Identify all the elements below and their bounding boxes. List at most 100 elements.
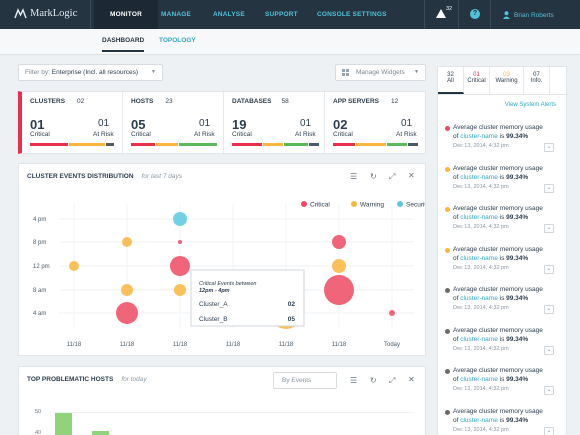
chevron-down-icon[interactable]: ⌄ [544, 386, 554, 395]
stat-risk-caption: At Risk [194, 131, 215, 138]
marklogic-logo[interactable]: MarkLogic [14, 8, 77, 19]
cluster-name-link[interactable]: cluster-name [460, 376, 498, 383]
stat-risk-value: 01 [300, 118, 312, 129]
cluster-name-link[interactable]: cluster-name [460, 416, 498, 424]
chevron-down-icon[interactable]: ⌄ [544, 264, 554, 274]
manage-widgets-label: Manage Widgets [356, 69, 405, 76]
chevron-down-icon[interactable]: ⌄ [544, 305, 554, 314]
y-tick: 40 [35, 430, 42, 435]
manage-widgets-button[interactable]: Manage Widgets ▼ [335, 64, 426, 81]
chevron-down-icon[interactable]: ⌄ [544, 224, 554, 233]
expand-icon[interactable]: ⤢ [389, 172, 396, 181]
stat-databases[interactable]: DATABASES 58 19 01 Critical At Risk [224, 92, 324, 155]
tab-topology[interactable]: TOPOLOGY [159, 37, 196, 44]
user-menu[interactable]: Brian Roberts [503, 11, 554, 19]
stat-critical-caption: Critical [232, 131, 252, 138]
legend-label: Security [406, 202, 425, 209]
tab-count: 01 [473, 72, 480, 78]
expand-icon[interactable]: ⤢ [389, 376, 396, 385]
bubble-point [69, 261, 79, 271]
tab-all[interactable]: 32 All [438, 67, 464, 94]
filter-label: Filter by: [25, 69, 50, 76]
y-tick-label: 4 am [33, 311, 46, 317]
nav-console-settings[interactable]: CONSOLE SETTINGS [317, 11, 387, 18]
stat-bar [232, 143, 319, 146]
tab-count: 03 [503, 72, 510, 78]
bubble-point [170, 256, 190, 276]
legend-swatch [397, 201, 403, 207]
stat-critical-value: 02 [333, 117, 348, 132]
cluster-name-link[interactable]: cluster-name [460, 335, 498, 343]
alert-text: Average cluster memory usage of cluster-… [453, 367, 543, 383]
refresh-icon[interactable]: ↻ [370, 376, 377, 385]
alert-severity-dot [445, 409, 450, 415]
close-icon[interactable]: ✕ [408, 375, 415, 384]
tooltip-row-value: 05 [288, 316, 296, 323]
cluster-name-link[interactable]: cluster-name [460, 173, 498, 181]
tab-dashboard[interactable]: DASHBOARD [102, 37, 145, 52]
alert-severity-dot [445, 369, 450, 374]
stat-critical-value: 19 [232, 117, 247, 132]
stat-bar [30, 143, 114, 146]
events-scatter-chart: 4 pm 8 pm 12 pm 8 am 4 am 11/18 11/18 11/18 11/1… [33, 201, 425, 348]
tooltip-row-value: 02 [288, 301, 296, 308]
stat-hosts[interactable]: HOSTS 23 05 01 Critical At Risk [123, 92, 223, 155]
stat-app-servers[interactable]: APP SERVERS 12 02 01 Critical At Risk [325, 92, 425, 155]
view-system-alerts-link[interactable]: View System Alerts [504, 102, 556, 108]
stat-critical-caption: Critical [333, 131, 353, 138]
grid-icon [342, 69, 349, 76]
chevron-down-icon[interactable]: ⌄ [544, 426, 554, 435]
alert-date: Dec 13, 2014, 4:32 pm [453, 183, 509, 190]
legend-swatch [301, 201, 307, 207]
alert-count: 32 [446, 6, 453, 12]
stat-clusters[interactable]: CLUSTERS 02 01 01 Critical At Risk [22, 92, 122, 155]
cluster-name-link[interactable]: cluster-name [460, 214, 498, 221]
logo-text: MarkLogic [30, 8, 78, 19]
alert-date: Dec 13, 2014, 4:32 pm [453, 224, 509, 230]
chevron-down-icon[interactable]: ⌄ [544, 183, 554, 193]
alert-triangle-icon[interactable] [436, 9, 446, 18]
tab-info[interactable]: 07 Info. [524, 67, 550, 94]
legend-label: Warning [360, 202, 384, 209]
tab-warning[interactable]: 03 Warning [490, 67, 524, 94]
chevron-down-icon[interactable]: ⌄ [544, 345, 554, 355]
stat-label: DATABASES [232, 98, 272, 105]
alert-value: 99.34% [506, 416, 529, 424]
stat-label: CLUSTERS [30, 98, 66, 105]
stat-count: 02 [77, 98, 85, 105]
cluster-name-link[interactable]: cluster-name [460, 254, 498, 262]
nav-manage[interactable]: MANAGE [161, 11, 192, 18]
stat-critical-value: 05 [131, 117, 146, 132]
panel-period: for last 7 days [141, 173, 183, 180]
alert-text: Average cluster memory usage of cluster-… [453, 326, 543, 343]
nav-analyse[interactable]: ANALYSE [213, 11, 245, 18]
close-icon[interactable]: ✕ [408, 171, 415, 180]
nav-support[interactable]: SUPPORT [265, 11, 298, 18]
nav-monitor[interactable]: MONITOR [94, 0, 158, 29]
tab-critical[interactable]: 01 Critical [464, 67, 490, 94]
summary-strip: CLUSTERS 02 01 01 Critical At Risk HOSTS 2… [18, 91, 426, 155]
panel-title: TOP PROBLEMATIC HOSTS [27, 376, 114, 383]
filter-icon[interactable]: ☰ [350, 172, 358, 181]
filter-dropdown[interactable]: Filter by: Enterprise (Incl. all resourc… [18, 64, 163, 81]
x-tick-label: 11/18 [173, 342, 188, 348]
cluster-name-link[interactable]: cluster-name [460, 133, 498, 140]
alert-text: Average cluster memory usage of cluster-… [453, 164, 543, 181]
stat-bar [131, 143, 217, 146]
cluster-name-link[interactable]: cluster-name [460, 295, 498, 302]
refresh-icon[interactable]: ↻ [370, 172, 377, 181]
chevron-down-icon[interactable]: ⌄ [544, 143, 554, 152]
tab-count: 07 [533, 72, 540, 78]
help-icon[interactable]: ? [470, 9, 480, 19]
bubble-point [116, 302, 138, 324]
alert-date: Dec 13, 2014, 4:32 pm [453, 264, 509, 271]
stat-risk-caption: At Risk [396, 131, 417, 138]
alert-severity-dot [445, 166, 450, 172]
stat-label: APP SERVERS [333, 98, 380, 105]
alerts-panel: 32 All 01 Critical 03 Warning 07 Info. View … [437, 66, 568, 435]
top-hosts-panel: TOP PROBLEMATIC HOSTS for today By Events… [18, 366, 426, 435]
events-select[interactable]: By Events [273, 372, 337, 389]
alert-severity-dot [445, 288, 450, 293]
x-tick-label: 11/18 [120, 342, 135, 348]
filter-icon[interactable]: ☰ [350, 376, 358, 385]
